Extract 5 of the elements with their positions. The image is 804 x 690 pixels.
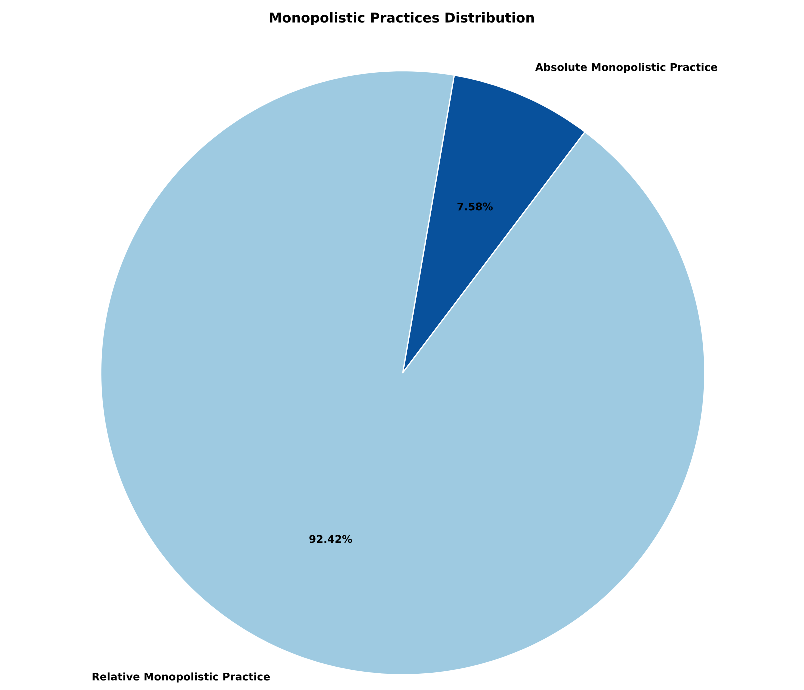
data-label: 7.58% (458, 202, 493, 211)
slice-label: Relative Monopolistic Practice (92, 672, 270, 683)
data-label: 92.42% (310, 535, 352, 544)
chart-title: Monopolistic Practices Distribution (270, 12, 534, 26)
slice-label: Absolute Monopolistic Practice (535, 63, 718, 74)
